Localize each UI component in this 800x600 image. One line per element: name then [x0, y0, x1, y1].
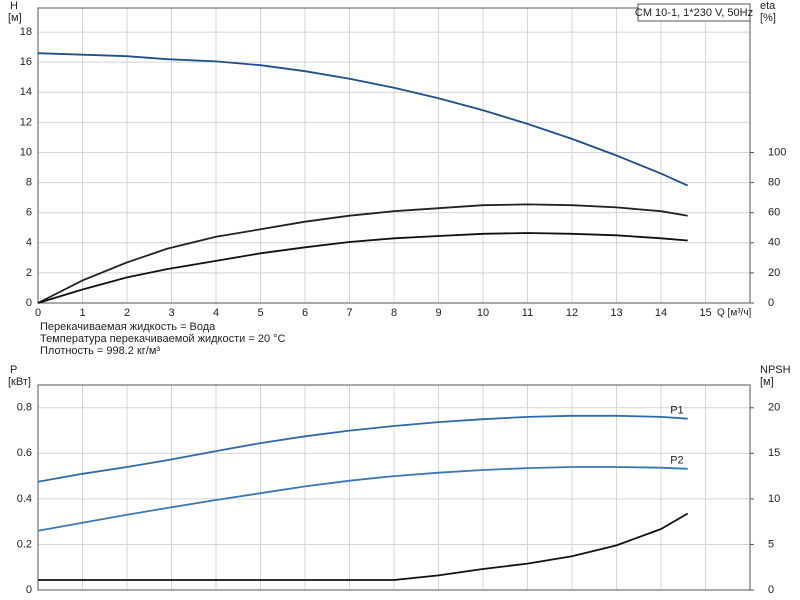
- y-tick-label: 0.8: [17, 402, 32, 414]
- y-axis-label: P: [10, 364, 17, 376]
- curve-label: P1: [670, 405, 683, 417]
- y2-axis-unit: [%]: [760, 12, 776, 24]
- curve-label: P2: [670, 455, 683, 467]
- x-tick-label: 8: [391, 307, 397, 319]
- x-tick-label: 10: [477, 307, 489, 319]
- note: Перекачиваемая жидкость = Вода: [40, 321, 216, 333]
- curve: [37, 414, 688, 483]
- y-tick-label: 4: [26, 237, 32, 249]
- y-axis-unit: [кВт]: [8, 376, 31, 388]
- x-tick-label: 3: [168, 307, 174, 319]
- x-tick-label: 2: [124, 307, 130, 319]
- y-axis-label: H: [10, 0, 18, 12]
- y2-tick-label: 100: [768, 146, 786, 158]
- x-tick-label: 5: [257, 307, 263, 319]
- x-tick-label: 7: [346, 307, 352, 319]
- curve: [38, 512, 689, 581]
- y-tick-label: 12: [20, 116, 32, 128]
- y2-tick-label: 10: [768, 493, 780, 505]
- y2-tick-label: 20: [768, 267, 780, 279]
- x-tick-label: 12: [566, 307, 578, 319]
- curve: [37, 232, 688, 304]
- x-tick-label: 1: [79, 307, 85, 319]
- y2-tick-label: 0: [768, 584, 774, 596]
- y2-tick-label: 20: [768, 402, 780, 414]
- y2-tick-label: 15: [768, 447, 780, 459]
- y-tick-label: 2: [26, 267, 32, 279]
- x-tick-label: 14: [655, 307, 667, 319]
- x-tick-label: 0: [35, 307, 41, 319]
- y2-tick-label: 80: [768, 176, 780, 188]
- y2-tick-label: 0: [768, 297, 774, 309]
- y-tick-label: 0.6: [17, 447, 32, 459]
- x-tick-label: 11: [522, 307, 533, 319]
- y-tick-label: 8: [26, 176, 32, 188]
- x-tick-label: 6: [302, 307, 308, 319]
- y2-axis-label: eta: [760, 0, 776, 12]
- chart-title: CM 10-1, 1*230 V, 50Hz: [635, 7, 753, 19]
- y-tick-label: 18: [20, 26, 32, 38]
- curve: [37, 52, 689, 187]
- y-tick-label: 14: [20, 86, 32, 98]
- y-tick-label: 10: [20, 146, 32, 158]
- curve: [37, 466, 688, 532]
- y-tick-label: 0: [26, 584, 32, 596]
- y2-tick-label: 5: [768, 538, 774, 550]
- y-tick-label: 6: [26, 207, 32, 219]
- y2-axis-label: NPSH: [760, 364, 791, 376]
- x-tick-label: 9: [435, 307, 441, 319]
- y-tick-label: 16: [20, 56, 32, 68]
- y-tick-label: 0: [26, 297, 32, 309]
- y2-tick-label: 40: [768, 237, 780, 249]
- x-tick-label: 13: [610, 307, 622, 319]
- note: Плотность = 998.2 кг/м³: [40, 345, 160, 357]
- note: Температура перекачиваемой жидкости = 20…: [40, 333, 286, 345]
- x-tick-label: 4: [213, 307, 219, 319]
- plot-frame: [37, 7, 751, 304]
- title-box: [637, 3, 751, 22]
- x-tick-label: 15: [699, 307, 711, 319]
- x-axis-label: Q [м³/ч]: [717, 308, 752, 319]
- y-tick-label: 0.4: [17, 493, 32, 505]
- y2-tick-label: 60: [768, 207, 780, 219]
- plot-frame: [37, 384, 751, 591]
- y-tick-label: 0.2: [17, 538, 32, 550]
- y2-axis-unit: [м]: [760, 376, 774, 388]
- curve: [37, 203, 688, 304]
- y-axis-unit: [м]: [8, 12, 22, 24]
